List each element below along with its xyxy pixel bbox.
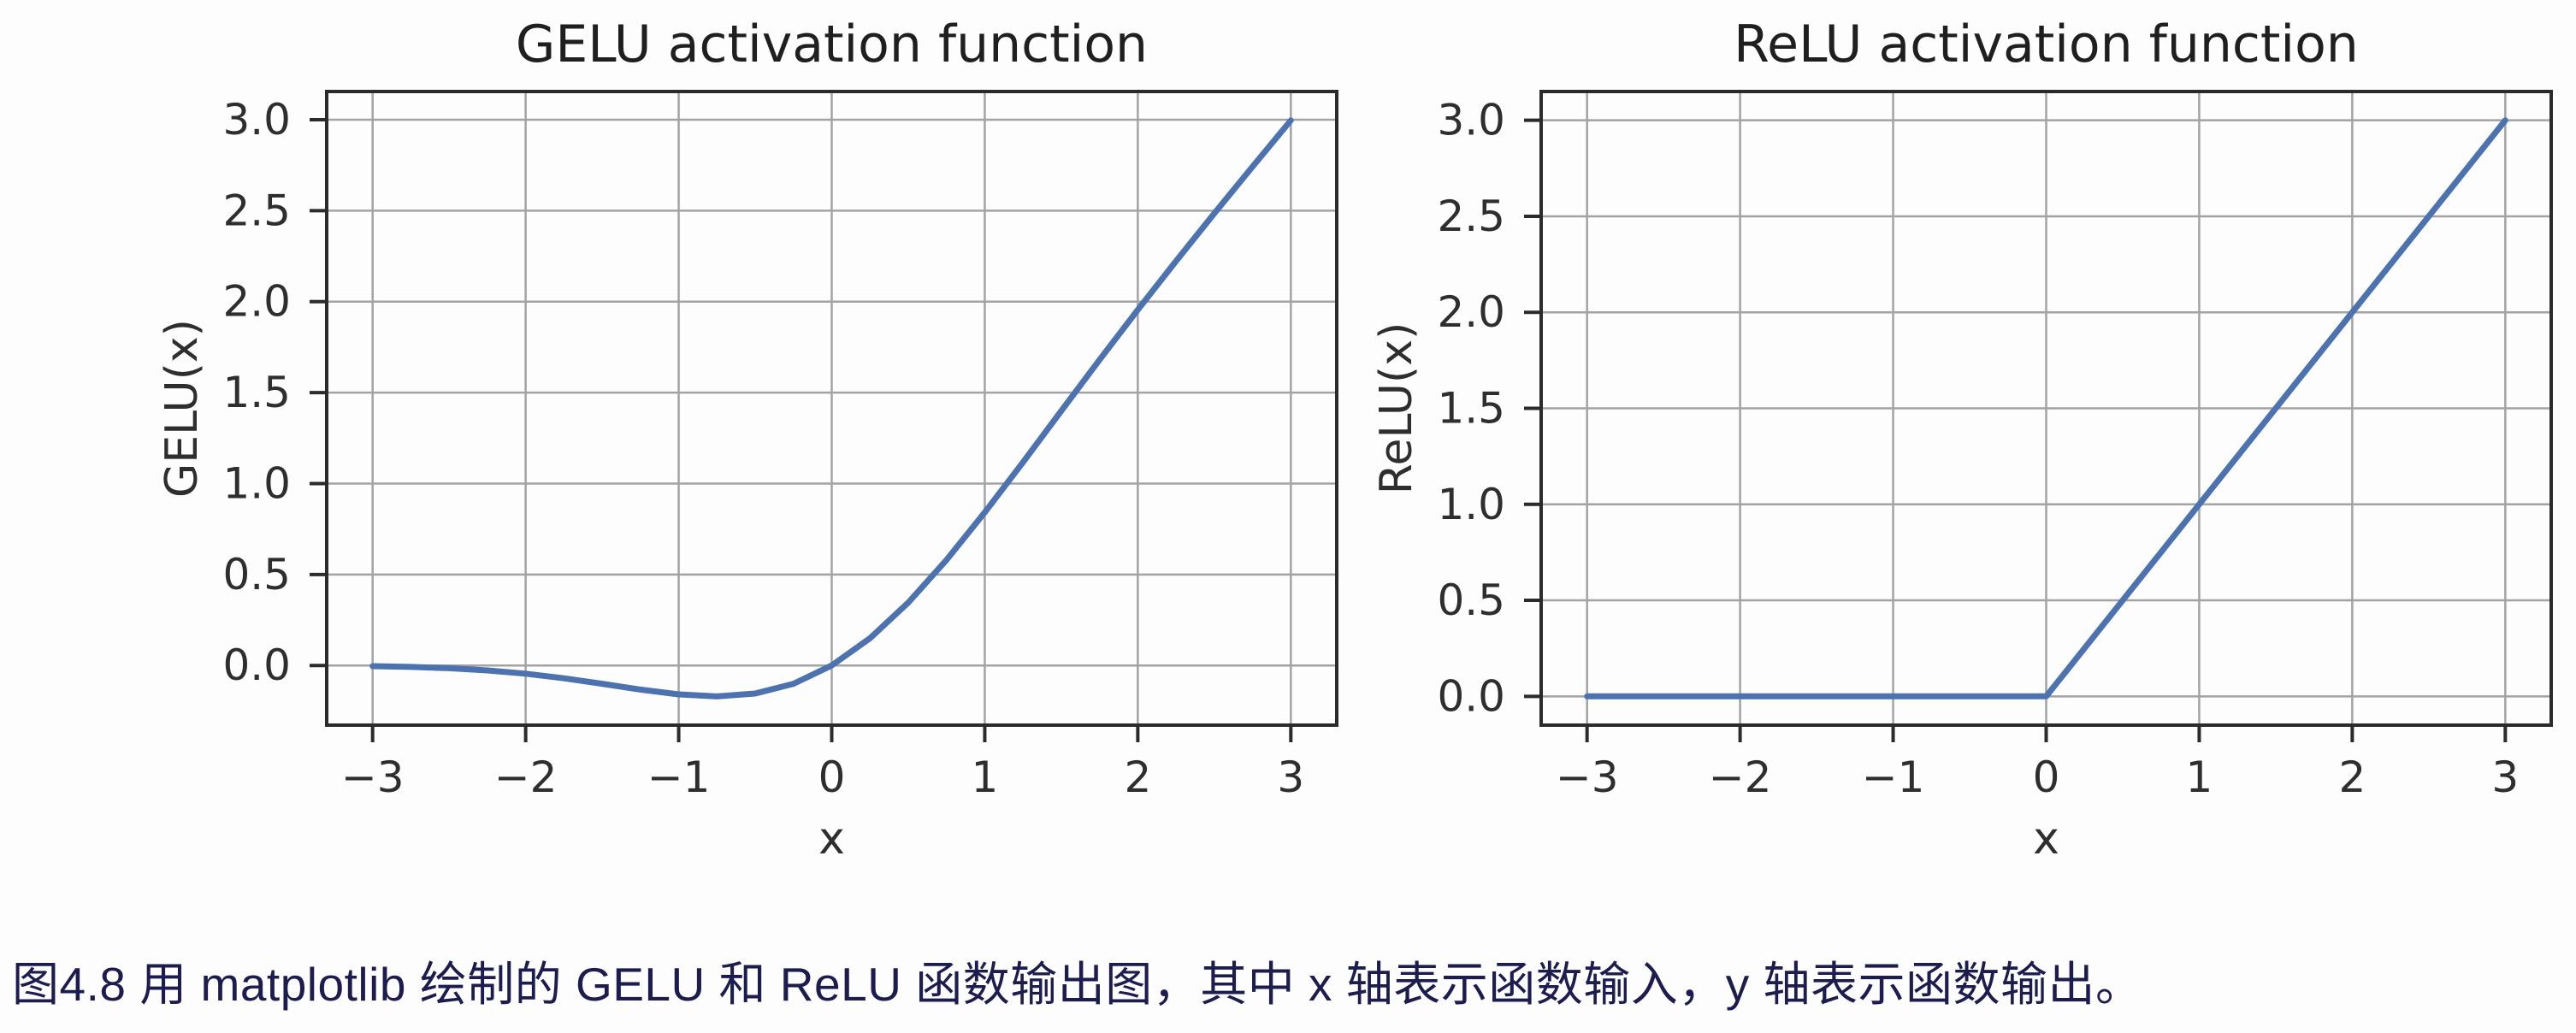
x-tick-label: 3 [1277,753,1304,802]
x-tick-label: 3 [2491,753,2519,802]
x-tick-label: 1 [2186,753,2213,802]
x-tick-label: 0 [818,753,846,802]
x-tick-label: −1 [1862,753,1925,802]
y-tick-label: 3.0 [222,95,291,145]
y-tick-label: 0.5 [222,550,291,599]
figure-caption: 图4.8 用 matplotlib 绘制的 GELU 和 ReLU 函数输出图，… [12,958,2143,1011]
y-axis-label: ReLU(x) [1371,322,1422,495]
x-tick-label: 2 [2338,753,2366,802]
y-tick-label: 2.5 [222,186,291,235]
chart-title: GELU activation function [516,15,1148,74]
y-tick-label: 0.0 [1437,671,1505,721]
chart-title: ReLU activation function [1734,15,2359,74]
chart-gelu: −3 −2 −1 0 1 2 3 0.0 0.5 1.0 1.5 2.0 2.5 3.0 GELU acti… [157,15,1338,865]
y-tick-label: 3.0 [1437,96,1505,145]
y-tick-label: 0.5 [1437,576,1505,625]
y-tick-label: 1.0 [1437,480,1505,529]
y-axis-label: GELU(x) [157,319,208,498]
y-tick-label: 2.5 [1437,192,1505,241]
gelu-curve [369,117,1294,699]
y-tick-label: 2.0 [222,277,291,327]
y-tick-label: 1.0 [222,458,291,508]
x-tick-label: 2 [1124,753,1151,802]
x-tick-label: −1 [647,753,711,802]
x-tick-label: −2 [1709,753,1772,802]
x-axis-label: x [2033,813,2059,865]
chart-relu: −3 −2 −1 0 1 2 3 0.0 0.5 1.0 1.5 2.0 2.5 3.0 ReLU acti… [1371,15,2553,865]
y-tick-label: 0.0 [222,640,291,690]
x-tick-label: −3 [341,753,405,802]
x-tick-label: 1 [972,753,999,802]
activation-charts-figure: −3 −2 −1 0 1 2 3 0.0 0.5 1.0 1.5 2.0 2.5 3.0 GELU acti… [157,15,2553,865]
y-tick-label: 2.0 [1437,287,1505,337]
x-axis-label: x [818,813,845,865]
relu-curve [1584,117,2508,699]
x-tick-label: −3 [1556,753,1619,802]
y-tick-label: 1.5 [222,368,291,417]
x-tick-label: −2 [494,753,558,802]
x-tick-label: 0 [2033,753,2060,802]
y-tick-label: 1.5 [1437,384,1505,434]
